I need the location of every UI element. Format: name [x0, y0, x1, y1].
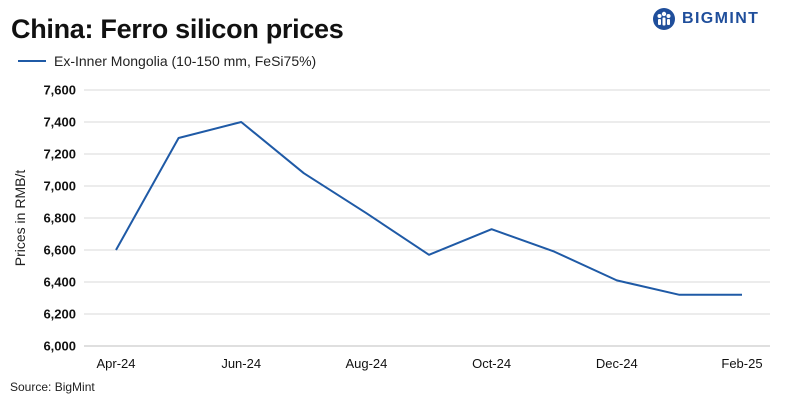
data-point — [552, 250, 556, 254]
y-tick-label: 6,000 — [43, 339, 76, 354]
legend-swatch — [18, 60, 46, 62]
data-point — [239, 120, 243, 124]
y-tick-label: 7,600 — [43, 83, 76, 98]
data-point — [677, 293, 681, 297]
x-tick-label: Dec-24 — [596, 356, 638, 371]
data-point — [302, 171, 306, 175]
y-tick-label: 6,400 — [43, 275, 76, 290]
data-point — [427, 253, 431, 257]
series-line — [115, 121, 742, 296]
x-tick-label: Jun-24 — [221, 356, 261, 371]
data-point — [114, 248, 118, 252]
x-tick-label: Aug-24 — [345, 356, 387, 371]
y-tick-label: 6,600 — [43, 243, 76, 258]
y-axis-label: Prices in RMB/t — [12, 170, 28, 267]
logo-text: BIGMINT — [682, 10, 760, 27]
chart-title: China: Ferro silicon prices — [11, 14, 344, 44]
y-tick-label: 6,200 — [43, 307, 76, 322]
data-point — [490, 227, 494, 231]
data-point — [177, 136, 181, 140]
x-tick-label: Oct-24 — [472, 356, 511, 371]
bigmint-logo: BIGMINT — [652, 6, 759, 32]
y-tick-label: 6,800 — [43, 211, 76, 226]
legend-label: Ex-Inner Mongolia (10-150 mm, FeSi75%) — [54, 53, 317, 69]
y-tick-label: 7,000 — [43, 179, 76, 194]
data-point — [364, 211, 368, 215]
y-tick-label: 7,200 — [43, 147, 76, 162]
x-tick-label: Feb-25 — [721, 356, 762, 371]
source-note: Source: BigMint — [10, 380, 95, 394]
y-tick-label: 7,400 — [43, 115, 76, 130]
data-point — [740, 293, 744, 297]
people-icon — [653, 8, 675, 30]
x-tick-label: Apr-24 — [96, 356, 135, 371]
chart-legend: Ex-Inner Mongolia (10-150 mm, FeSi75%) — [18, 52, 316, 70]
data-point — [615, 278, 619, 282]
